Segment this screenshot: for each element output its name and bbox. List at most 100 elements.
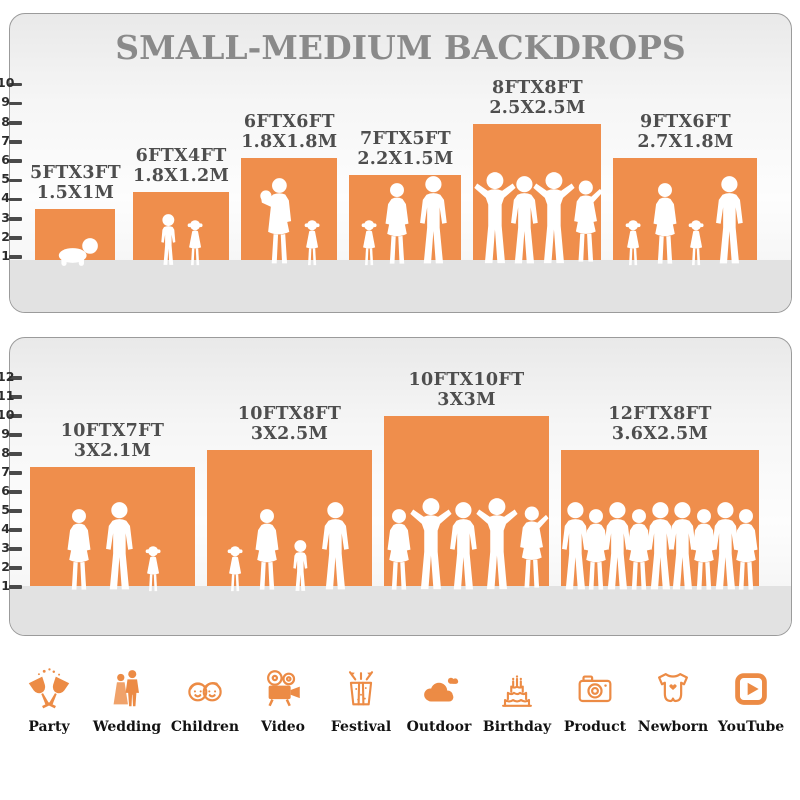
backdrop-rectangle — [207, 450, 372, 586]
backdrop-size-ft: 10FTX7FT — [60, 421, 165, 441]
backdrop-item: 10FTX8FT 3X2.5M — [207, 404, 372, 586]
backdrop-rectangle — [30, 467, 195, 586]
wedding-icon — [104, 660, 150, 712]
backdrop-size-label: 6FTX4FT 1.8X1.2M — [133, 146, 229, 186]
category-item: Festival — [326, 660, 396, 735]
category-label: Children — [170, 719, 240, 735]
category-row: Party Wedding Children Video Festival Ou… — [0, 660, 800, 735]
girl-silhouette — [686, 219, 706, 267]
page-title: SMALL-MEDIUM BACKDROPS — [115, 28, 686, 67]
category-item: YouTube — [716, 660, 786, 735]
backdrop-size-label: 10FTX10FT 3X3M — [409, 370, 525, 410]
backdrop-size-ft: 6FTX6FT — [243, 112, 335, 132]
people-silhouettes — [133, 213, 229, 267]
girl-silhouette — [185, 219, 205, 267]
backdrop-size-m: 1.8X1.8M — [241, 132, 338, 152]
backdrop-size-label: 6FTX6FT 1.8X1.8M — [241, 112, 337, 152]
category-item: Video — [248, 660, 318, 735]
backdrop-size-ft: 10FTX10FT — [408, 370, 525, 390]
category-label: Video — [261, 719, 305, 735]
party-icon — [26, 660, 72, 712]
category-item: Product — [560, 660, 630, 735]
girl-silhouette — [359, 219, 379, 267]
category-item: Newborn — [638, 660, 708, 735]
category-label: Product — [563, 719, 627, 735]
children-icon — [182, 660, 228, 712]
backdrop-item: 7FTX5FT 2.2X1.5M — [349, 129, 462, 260]
backdrop-size-ft: 10FTX8FT — [237, 404, 342, 424]
backdrop-rectangle — [133, 192, 230, 260]
people-silhouettes — [241, 177, 337, 267]
backdrop-size-m: 2.2X1.5M — [357, 149, 454, 169]
backdrop-size-label: 8FTX8FT 2.5X2.5M — [489, 78, 585, 118]
product-icon — [572, 660, 618, 712]
backdrop-size-ft: 9FTX6FT — [639, 112, 731, 132]
category-label: Newborn — [637, 719, 709, 735]
people-silhouettes — [384, 497, 549, 593]
boy-silhouette — [157, 213, 180, 267]
festival-icon — [338, 660, 384, 712]
man-silhouette — [101, 501, 138, 593]
woman-arm-up-silhouette — [512, 503, 552, 593]
backdrop-row-small: 5FTX3FT 1.5X1M 6FTX4FT 1.8X1.2M 6FTX6FT … — [30, 78, 758, 260]
crawling-baby-silhouette — [51, 237, 100, 267]
backdrop-size-m: 2.7X1.8M — [637, 132, 734, 152]
backdrop-size-ft: 7FTX5FT — [359, 129, 451, 149]
category-label: Birthday — [482, 719, 552, 735]
backdrop-item: 6FTX6FT 1.8X1.8M — [241, 112, 338, 260]
floor-strip — [10, 586, 791, 635]
woman-silhouette — [729, 508, 763, 593]
backdrop-size-ft: 6FTX4FT — [135, 146, 227, 166]
video-icon — [260, 660, 306, 712]
backdrop-size-ft: 12FTX8FT — [608, 404, 712, 424]
backdrop-rectangle — [384, 416, 549, 586]
backdrop-size-label: 7FTX5FT 2.2X1.5M — [357, 129, 453, 169]
backdrop-size-label: 10FTX7FT 3X2.1M — [61, 421, 164, 461]
woman-silhouette — [62, 508, 96, 593]
newborn-icon — [650, 660, 696, 712]
youtube-icon — [728, 660, 774, 712]
category-item: Wedding — [92, 660, 162, 735]
man-silhouette — [415, 175, 452, 267]
boy-silhouette — [289, 539, 312, 593]
category-item: Children — [170, 660, 240, 735]
panel-background-small: SMALL-MEDIUM BACKDROPS 5FTX3FT 1.5X1M 6F… — [9, 13, 792, 313]
backdrop-size-ft: 8FTX8FT — [491, 78, 583, 98]
people-silhouettes — [473, 171, 601, 267]
backdrop-size-label: 9FTX6FT 2.7X1.8M — [637, 112, 733, 152]
girl-silhouette — [623, 219, 643, 267]
backdrop-item: 8FTX8FT 2.5X2.5M — [473, 78, 601, 260]
girl-silhouette — [225, 545, 245, 593]
outdoor-icon — [416, 660, 462, 712]
woman-silhouette — [250, 508, 284, 593]
backdrop-row-medium: 10FTX7FT 3X2.1M 10FTX8FT 3X2.5M 10FTX10F… — [30, 370, 759, 586]
backdrop-size-m: 3X2.5M — [250, 424, 329, 444]
backdrop-item: 5FTX3FT 1.5X1M — [30, 163, 121, 260]
people-silhouettes — [207, 501, 372, 593]
backdrop-rectangle — [473, 124, 601, 260]
backdrop-item: 6FTX4FT 1.8X1.2M — [133, 146, 230, 260]
backdrop-item: 12FTX8FT 3.6X2.5M — [561, 404, 759, 586]
backdrops-panel-medium: 10FTX7FT 3X2.1M 10FTX8FT 3X2.5M 10FTX10F… — [0, 337, 800, 636]
backdrop-rectangle — [613, 158, 758, 260]
backdrops-panel-small: SMALL-MEDIUM BACKDROPS 5FTX3FT 1.5X1M 6F… — [0, 13, 800, 313]
backdrop-item: 10FTX10FT 3X3M — [384, 370, 549, 586]
woman-silhouette — [648, 182, 682, 267]
people-silhouettes — [561, 501, 759, 593]
category-item: Outdoor — [404, 660, 474, 735]
category-item: Party — [14, 660, 84, 735]
backdrop-size-label: 10FTX8FT 3X2.5M — [238, 404, 341, 444]
girl-silhouette — [302, 219, 322, 267]
backdrop-size-m: 2.5X2.5M — [489, 98, 586, 118]
floor-strip — [10, 260, 791, 312]
backdrop-item: 9FTX6FT 2.7X1.8M — [613, 112, 758, 260]
woman-holding-baby-silhouette — [256, 177, 297, 267]
backdrop-item: 10FTX7FT 3X2.1M — [30, 421, 195, 586]
backdrop-size-m: 3X2.1M — [73, 441, 152, 461]
category-label: Wedding — [92, 719, 162, 735]
category-label: Party — [28, 719, 70, 735]
category-item: Birthday — [482, 660, 552, 735]
girl-silhouette — [143, 545, 163, 593]
panel-background-medium: 10FTX7FT 3X2.1M 10FTX8FT 3X2.5M 10FTX10F… — [9, 337, 792, 636]
backdrop-rectangle — [349, 175, 462, 260]
